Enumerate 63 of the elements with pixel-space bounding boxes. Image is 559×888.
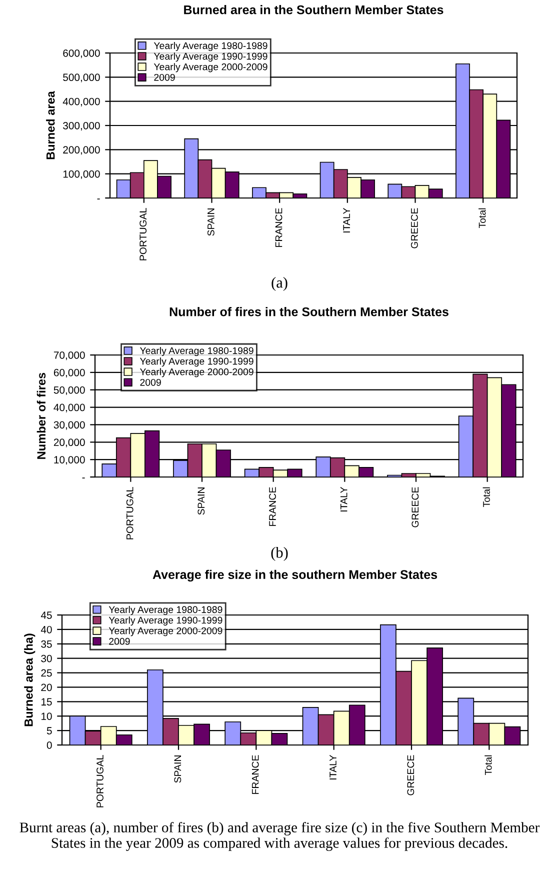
x-tick-label: GREECE: [410, 208, 418, 248]
y-tick-label: 35: [41, 640, 52, 648]
y-tick-label: 30,000: [54, 421, 85, 430]
legend-label: Yearly Average 1990-1999: [140, 358, 254, 367]
x-tick-label: PORTUGAL: [126, 487, 134, 540]
chart-title: Average fire size in the southern Member States: [152, 570, 438, 582]
chart-title: Burned area in the Southern Member States: [184, 5, 444, 14]
legend-label: 2009: [109, 638, 130, 645]
y-axis-title: Number of fires: [36, 372, 46, 459]
y-tick-label: 60,000: [54, 368, 85, 378]
x-tick-label: FRANCE: [275, 208, 282, 247]
legend-label: Yearly Average 1990-1999: [108, 616, 222, 626]
legend-label: 2009: [154, 74, 175, 81]
y-tick-label: 40: [40, 626, 52, 634]
y-tick-label: 500,000: [63, 74, 100, 82]
y-tick-label: 15: [41, 698, 52, 706]
x-tick-label: SPAIN: [207, 208, 214, 236]
x-tick-label: Total: [482, 487, 490, 508]
text: Burnt areas (a), number of fires (b) and average fire size (c) in the five Southern Member States in the year 2009 as compared with average values for previous decades.: [20, 822, 540, 851]
y-tick-label: 5: [46, 727, 52, 734]
x-tick-label: ITALY: [330, 754, 336, 780]
y-axis-title: Burned area (ha): [24, 634, 36, 726]
y-tick-label: 300,000: [63, 122, 100, 131]
y-tick-label: 25: [41, 669, 52, 677]
x-tick-label: ITALY: [343, 208, 350, 232]
y-tick-label: 10: [41, 712, 52, 720]
legend-label: Yearly Average 2000-2009: [140, 368, 254, 378]
y-tick-label: 50,000: [54, 386, 85, 395]
y-tick-label: 600,000: [63, 50, 100, 58]
y-tick-label: 0: [46, 742, 52, 749]
x-tick-label: FRANCE: [269, 487, 276, 526]
legend-label: 2009: [140, 378, 161, 386]
y-tick-label: 30: [41, 654, 52, 662]
x-tick-label: GREECE: [407, 755, 414, 796]
legend-label: Yearly Average 2000-2009: [154, 63, 268, 72]
text: (b): [271, 547, 288, 561]
y-tick-label: 45: [40, 612, 52, 619]
y-tick-label: 100,000: [63, 170, 100, 179]
x-tick-label: PORTUGAL: [140, 208, 147, 260]
y-tick-label: 40,000: [54, 404, 85, 412]
y-tick-label: 400,000: [62, 98, 100, 106]
y-tick-label: 10,000: [54, 456, 85, 465]
y-axis-title: Burned area: [46, 90, 55, 160]
legend-label: Yearly Average 1980-1989: [108, 606, 222, 615]
legend-label: Yearly Average 1980-1989: [154, 42, 268, 52]
chart-title: Number of fires in the Southern Member States: [170, 307, 448, 316]
y-tick-label: -: [97, 198, 100, 200]
legend-label: Yearly Average 1980-1989: [140, 346, 254, 356]
legend-label: Yearly Average 2000-2009: [108, 627, 222, 636]
legend-label: Yearly Average 1990-1999: [154, 52, 268, 62]
x-tick-label: GREECE: [412, 487, 419, 528]
x-tick-label: FRANCE: [252, 755, 259, 794]
y-tick-label: 200,000: [63, 146, 100, 155]
y-tick-label: 70,000: [54, 352, 85, 360]
x-tick-label: SPAIN: [198, 488, 205, 515]
y-tick-label: 20,000: [54, 438, 85, 448]
text: (a): [272, 277, 288, 291]
x-tick-label: SPAIN: [174, 756, 182, 783]
x-tick-label: Total: [478, 208, 486, 228]
x-tick-label: Total: [484, 755, 492, 776]
y-tick-label: 20: [41, 684, 52, 692]
x-tick-label: PORTUGAL: [96, 755, 104, 808]
x-tick-label: ITALY: [340, 486, 348, 512]
